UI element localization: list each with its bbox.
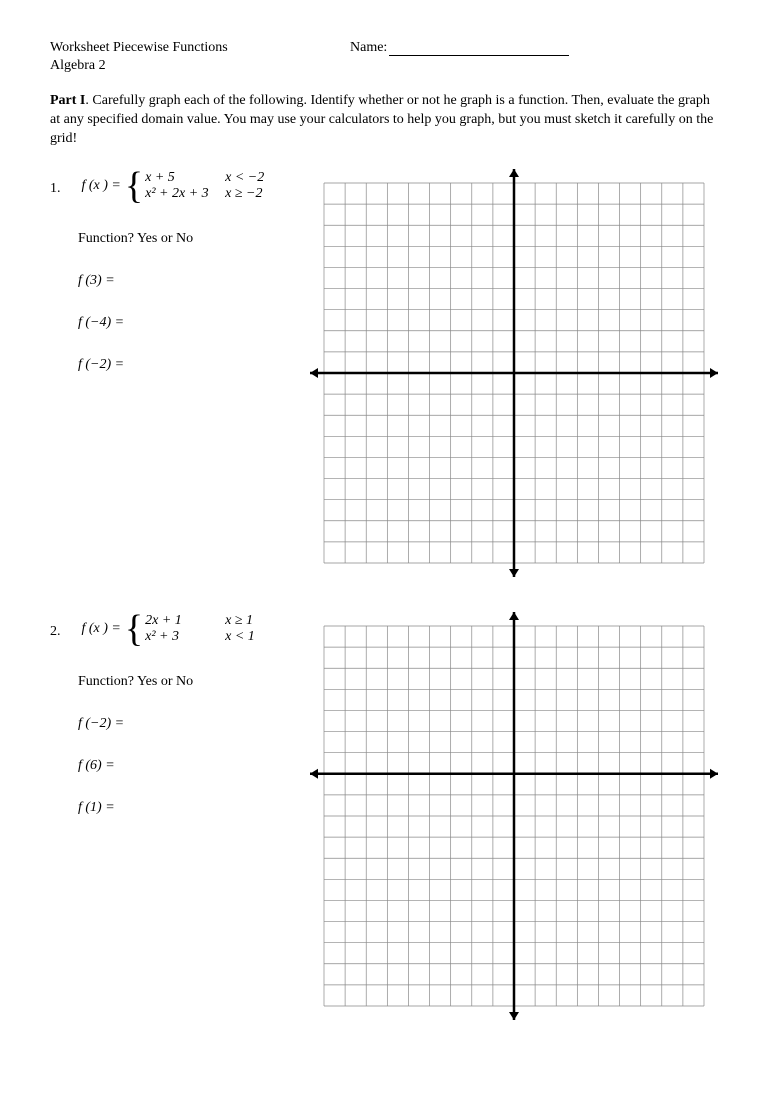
name-label-text: Name:: [350, 40, 387, 56]
name-field: Name:: [350, 40, 569, 56]
case-cond: x ≥ 1: [225, 613, 285, 629]
problem-number: 1.: [50, 169, 78, 197]
brace-icon: {: [125, 612, 143, 646]
case-cond: x < 1: [225, 629, 285, 645]
eval-line: f (−4) =: [78, 315, 300, 331]
coordinate-grid: [310, 169, 718, 582]
instructions-text: . Carefully graph each of the following.…: [50, 93, 713, 146]
case-expr: x + 5: [145, 170, 225, 186]
case-expr: 2x + 1: [145, 613, 225, 629]
function-question: Function? Yes or No: [78, 231, 300, 247]
problem-1: 1. f (x ) = { x + 5 x < −2 x² + 2x + 3 x…: [50, 169, 718, 582]
fx-label: f (x ) =: [82, 178, 121, 194]
eval-line: f (1) =: [78, 800, 300, 816]
coordinate-grid: [310, 612, 718, 1025]
eval-line: f (6) =: [78, 758, 300, 774]
case-expr: x² + 2x + 3: [145, 186, 225, 202]
case-cond: x ≥ −2: [225, 186, 285, 202]
eval-line: f (3) =: [78, 273, 300, 289]
problem-number: 2.: [50, 612, 78, 640]
fx-label: f (x ) =: [82, 621, 121, 637]
piecewise-function: f (x ) = { 2x + 1 x ≥ 1 x² + 3 x < 1: [82, 612, 286, 646]
brace-icon: {: [125, 169, 143, 203]
eval-line: f (−2) =: [78, 716, 300, 732]
case-cond: x < −2: [225, 170, 285, 186]
case-expr: x² + 3: [145, 629, 225, 645]
worksheet-title: Worksheet Piecewise Functions: [50, 40, 350, 56]
instructions: Part I. Carefully graph each of the foll…: [50, 92, 718, 149]
eval-line: f (−2) =: [78, 357, 300, 373]
part-label: Part I: [50, 93, 85, 108]
name-blank-line[interactable]: [389, 41, 569, 56]
problem-2: 2. f (x ) = { 2x + 1 x ≥ 1 x² + 3 x < 1 …: [50, 612, 718, 1025]
function-question: Function? Yes or No: [78, 674, 300, 690]
piecewise-function: f (x ) = { x + 5 x < −2 x² + 2x + 3 x ≥ …: [82, 169, 286, 203]
worksheet-subtitle: Algebra 2: [50, 58, 718, 74]
